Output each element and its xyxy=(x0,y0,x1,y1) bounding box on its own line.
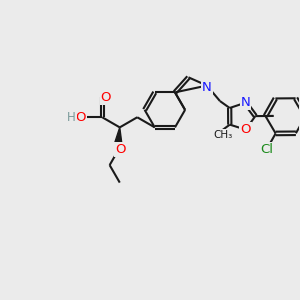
Text: O: O xyxy=(75,111,86,124)
Text: CH₃: CH₃ xyxy=(214,130,233,140)
Text: H: H xyxy=(67,111,76,124)
Text: N: N xyxy=(241,96,250,109)
Text: O: O xyxy=(100,91,111,103)
Text: O: O xyxy=(115,142,126,156)
Text: O: O xyxy=(240,123,251,136)
Text: Cl: Cl xyxy=(260,143,273,156)
Text: N: N xyxy=(202,81,212,94)
Polygon shape xyxy=(115,128,122,143)
